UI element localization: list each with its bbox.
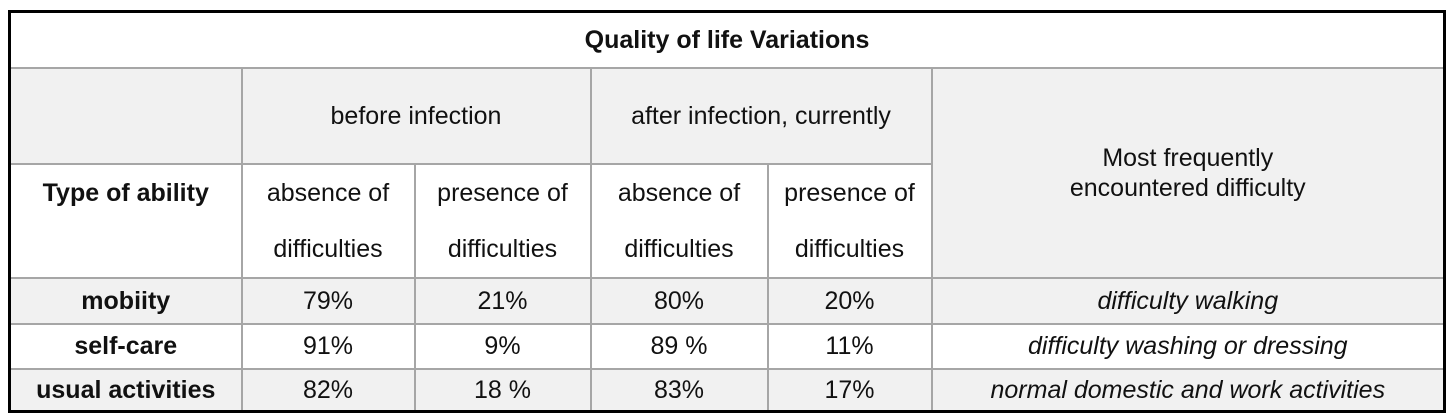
quality-of-life-table: Quality of life Variations before infect…	[8, 10, 1447, 413]
col-header-most-frequent-difficulty: Most frequently encountered difficulty	[930, 66, 1446, 279]
after-presence-line2: difficulties	[794, 234, 905, 263]
mobility-after-absence-value: 80%	[589, 276, 769, 325]
self-care-before-presence-value: 9%	[413, 322, 592, 370]
table-row-self-care: self-care 91% 9% 89 % 11% difficulty was…	[8, 322, 1446, 370]
table-row-mobility: mobiity 79% 21% 80% 20% difficulty walki…	[8, 276, 1446, 325]
self-care-difficulty: difficulty washing or dressing	[930, 322, 1446, 370]
usual-activities-after-absence-value: 83%	[589, 367, 769, 413]
col-group-after-infection: after infection, currently	[589, 66, 933, 165]
after-absence-line1: absence of	[617, 178, 741, 207]
self-care-before-absence-value: 91%	[240, 322, 416, 370]
self-care-after-presence-value: 11%	[766, 322, 933, 370]
mobility-before-presence-value: 21%	[413, 276, 592, 325]
row-label-usual-activities: usual activities	[8, 367, 243, 413]
usual-activities-after-presence-value: 17%	[766, 367, 933, 413]
before-presence-line2: difficulties	[447, 234, 558, 263]
usual-activities-before-presence-value: 18 %	[413, 367, 592, 413]
most-frequent-line1: Most frequently	[1102, 143, 1274, 172]
usual-activities-difficulty: normal domestic and work activities	[930, 367, 1446, 413]
mobility-after-presence-value: 20%	[766, 276, 933, 325]
table-title: Quality of life Variations	[8, 10, 1446, 69]
col-header-before-presence: presence of difficulties	[413, 162, 592, 279]
table-title-row: Quality of life Variations	[8, 10, 1446, 69]
mobility-difficulty: difficulty walking	[930, 276, 1446, 325]
col-header-after-absence: absence of difficulties	[589, 162, 769, 279]
col-header-type-of-ability: Type of ability	[8, 162, 243, 279]
before-presence-line1: presence of	[437, 178, 568, 207]
after-absence-line2: difficulties	[624, 234, 734, 263]
usual-activities-before-absence-value: 82%	[240, 367, 416, 413]
most-frequent-line2: encountered difficulty	[1069, 173, 1306, 202]
col-header-before-absence: absence of difficulties	[240, 162, 416, 279]
row-label-mobility: mobiity	[8, 276, 243, 325]
column-group-header-row: before infection after infection, curren…	[8, 66, 1446, 279]
sub-header-row: Type of ability absence of difficulties …	[8, 162, 1445, 279]
col-group-before-infection: before infection	[240, 66, 592, 165]
row-label-self-care: self-care	[8, 322, 243, 370]
mobility-before-absence-value: 79%	[240, 276, 416, 325]
table-row-usual-activities: usual activities 82% 18 % 83% 17% normal…	[8, 367, 1446, 413]
col-header-after-presence: presence of difficulties	[766, 162, 933, 279]
self-care-after-absence-value: 89 %	[589, 322, 769, 370]
after-presence-line1: presence of	[784, 178, 915, 207]
before-absence-line1: absence of	[266, 178, 390, 207]
before-absence-line2: difficulties	[273, 234, 383, 263]
empty-corner-cell	[8, 66, 243, 165]
